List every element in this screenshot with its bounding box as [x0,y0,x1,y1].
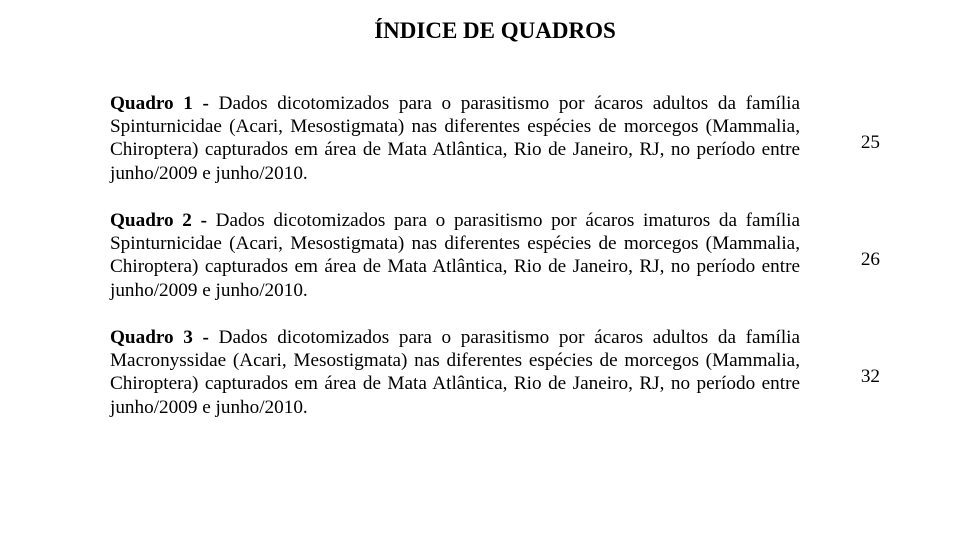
document-page: ÍNDICE DE QUADROS Quadro 1 - Dados dicot… [0,0,960,541]
entry-lead: Quadro 3 - [110,327,219,348]
entry-lead: Quadro 1 - [110,93,219,114]
index-title: ÍNDICE DE QUADROS [110,18,880,44]
index-entry-page: 26 [800,209,880,271]
index-entry: Quadro 1 - Dados dicotomizados para o pa… [110,92,880,185]
index-entry: Quadro 3 - Dados dicotomizados para o pa… [110,326,880,419]
entry-lead: Quadro 2 - [110,210,216,231]
index-entry-page: 25 [800,92,880,154]
index-entry: Quadro 2 - Dados dicotomizados para o pa… [110,209,880,302]
index-entry-page: 32 [800,326,880,388]
index-entry-text: Quadro 3 - Dados dicotomizados para o pa… [110,326,800,419]
index-entry-text: Quadro 1 - Dados dicotomizados para o pa… [110,92,800,185]
index-entry-text: Quadro 2 - Dados dicotomizados para o pa… [110,209,800,302]
